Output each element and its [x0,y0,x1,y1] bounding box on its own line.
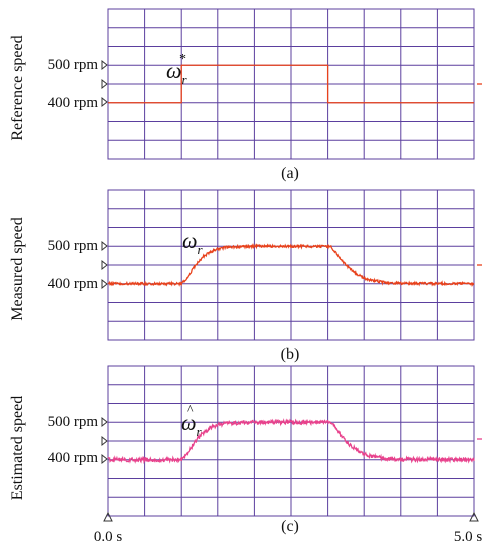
ytick-label-400-estimated: 400 rpm [48,450,99,466]
trace-measured [107,243,475,288]
series-label-measured: ωr [182,228,204,257]
marker-500-reference [101,59,108,71]
marker-400-reference [101,96,108,108]
marker-mid-estimated [101,435,108,447]
xtick-label-start: 0.0 s [94,529,123,545]
xtick-marker-start [103,511,113,522]
marker-mid-measured [101,259,108,271]
panel-measured: Measured speed 500 rpm 400 rpm ωr (b) [9,189,482,363]
panel-estimated: Estimated speed 500 rpm 400 rpm ωr ^ (c)… [9,365,483,545]
grid-reference [107,8,475,160]
xtick-label-end: 5.0 s [454,529,483,545]
trace-measured-group [107,243,475,288]
grid-measured [107,189,475,341]
trace-estimated-group [107,418,475,465]
xtick-marker-end [469,511,479,522]
marker-mid-reference [101,78,108,90]
series-accent-estimated: ^ [187,403,194,418]
series-label-reference: ωr [166,58,188,87]
ylabel-estimated: Estimated speed [9,396,26,500]
ytick-label-400-reference: 400 rpm [48,95,99,111]
trace-reference-group [108,64,474,104]
marker-500-measured [101,240,108,252]
ytick-label-500-measured: 500 rpm [48,238,99,254]
trace-reference [108,64,474,104]
panel-label-a: (a) [281,165,299,182]
ytick-label-500-reference: 500 rpm [48,57,99,73]
trace-estimated [107,418,475,465]
ylabel-measured: Measured speed [9,217,26,321]
marker-400-measured [101,278,108,290]
grid-estimated [107,365,475,517]
ylabel-reference: Reference speed [9,35,26,140]
series-superscript-reference: * [179,52,186,67]
marker-500-estimated [101,416,108,428]
ytick-label-400-measured: 400 rpm [48,276,99,292]
ytick-label-500-estimated: 500 rpm [48,414,99,430]
marker-400-estimated [101,453,108,465]
panel-reference: Reference speed 500 rpm 400 rpm ωr * (a) [9,8,482,182]
panel-label-b: (b) [281,346,300,363]
series-label-estimated: ωr [181,410,203,439]
panel-label-c: (c) [281,518,299,535]
